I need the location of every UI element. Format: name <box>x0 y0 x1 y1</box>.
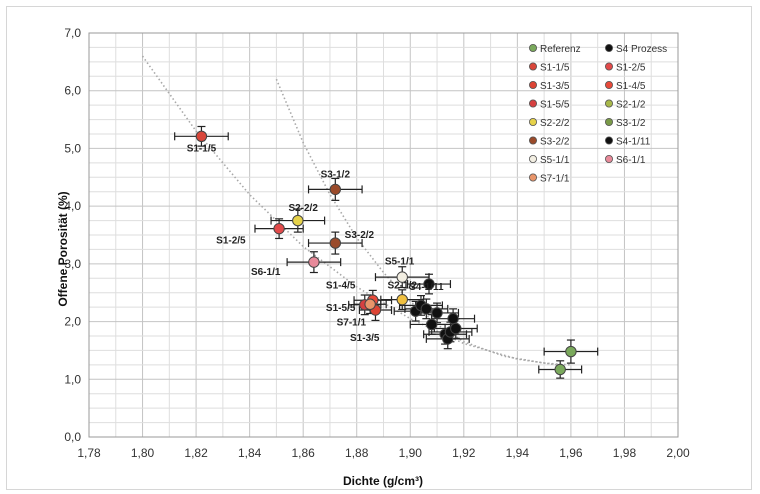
legend-marker <box>605 118 614 127</box>
point-label: S1-4/5 <box>326 281 356 292</box>
point-label: S3-1/2 <box>321 169 351 180</box>
legend-entry: S5-1/1 <box>540 155 570 166</box>
plot-border <box>88 32 679 438</box>
point-label: S4-1/11 <box>409 282 444 293</box>
legend-entry: S2-2/2 <box>540 118 570 129</box>
data-point-s1-2-5 <box>273 222 285 235</box>
data-point-s4-1-11 <box>447 312 459 325</box>
y-tick-label: 2,0 <box>64 315 81 329</box>
data-point-s7-1-1 <box>364 298 376 310</box>
axes: 1,78 1,80 1,82 1,84 1,86 1,88 1,90 1,92 1,94 1,96… <box>64 26 690 460</box>
y-tick-label: 1,0 <box>64 372 81 386</box>
data-point-s4-1-11 <box>450 322 462 335</box>
legend-marker <box>529 99 538 108</box>
data-point-s4-1-11 <box>420 303 433 315</box>
trend-line <box>275 78 571 366</box>
figure-frame: S1-1/5 S1-2/5 S2-2/2 S3-1/2 S3-2/2 S6-1/1 S5-1… <box>6 6 752 490</box>
x-tick-label: 2,00 <box>666 446 690 460</box>
x-tick-label: 1,86 <box>292 446 316 460</box>
point-label: S2-2/2 <box>288 203 318 214</box>
legend: Referenz S4 Prozess S1-1/5 S1-2/5 S1-3/5 S1-4… <box>529 44 667 185</box>
legend-marker <box>605 136 614 145</box>
y-axis-title: Offene Porosität (%) <box>56 191 70 306</box>
data-point-referenz <box>554 363 566 376</box>
legend-entry: Referenz <box>540 44 581 55</box>
grid <box>88 32 679 438</box>
x-tick-label: 1,96 <box>559 446 583 460</box>
point-label: S2-1/2 <box>388 281 418 292</box>
point-label: S1-2/5 <box>216 236 246 247</box>
legend-entry: S6-1/1 <box>616 155 646 166</box>
data-point-referenz <box>565 345 577 358</box>
data-point-s5-1-1 <box>396 271 408 283</box>
legend-marker <box>605 99 614 108</box>
legend-marker <box>529 154 538 163</box>
x-tick-label: 1,98 <box>613 446 637 460</box>
data-point-s4-1-11 <box>423 278 435 290</box>
legend-marker <box>605 44 614 53</box>
data-points <box>195 130 577 376</box>
x-tick-label: 1,94 <box>506 446 530 460</box>
legend-entry: S1-2/5 <box>616 63 646 74</box>
point-label: S1-1/5 <box>187 143 217 154</box>
trend-line <box>141 55 558 366</box>
legend-marker <box>529 118 538 127</box>
y-tick-label: 5,0 <box>64 141 81 155</box>
point-label: S1-5/5 <box>326 303 356 314</box>
x-tick-label: 1,88 <box>345 446 369 460</box>
point-label: S6-1/1 <box>251 267 281 278</box>
x-tick-label: 1,80 <box>131 446 155 460</box>
legend-entry: S3-2/2 <box>540 137 570 148</box>
legend-marker <box>529 136 538 145</box>
data-point-s1-1-5 <box>195 130 208 143</box>
legend-entry: S1-1/5 <box>540 63 570 74</box>
legend-entry: S7-1/1 <box>540 174 570 185</box>
legend-marker <box>605 62 614 71</box>
data-point-s2-1-2 <box>396 293 408 306</box>
data-point-s3-2-2 <box>329 237 342 249</box>
x-tick-label: 1,84 <box>238 446 262 460</box>
data-point-s6-1-1 <box>308 256 320 268</box>
legend-entry: S3-1/2 <box>616 118 646 129</box>
y-tick-label: 6,0 <box>64 84 81 98</box>
legend-entry: S2-1/2 <box>616 100 646 111</box>
legend-marker <box>529 81 538 90</box>
x-tick-label: 1,90 <box>399 446 423 460</box>
data-point-s4-1-11 <box>431 307 443 319</box>
legend-entry: S4-1/11 <box>616 137 651 148</box>
point-label: S5-1/1 <box>385 256 415 267</box>
data-point-s2-2-2 <box>292 214 304 227</box>
point-label: S3-2/2 <box>345 230 375 241</box>
legend-marker <box>605 154 614 163</box>
y-tick-label: 4,0 <box>64 199 81 213</box>
y-tick-label: 0,0 <box>64 430 81 444</box>
data-point-s4-1-11 <box>425 318 438 331</box>
legend-marker <box>605 81 614 90</box>
trend-lines <box>141 55 571 366</box>
y-tick-label: 7,0 <box>64 26 81 40</box>
y-tick-label: 3,0 <box>64 257 81 271</box>
point-labels: S1-1/5 S1-2/5 S2-2/2 S3-1/2 S3-2/2 S6-1/1 S5-1… <box>187 143 444 344</box>
legend-marker <box>529 62 538 71</box>
point-label: S1-3/5 <box>350 333 380 344</box>
point-label: S7-1/1 <box>337 318 367 329</box>
scatter-chart: S1-1/5 S1-2/5 S2-2/2 S3-1/2 S3-2/2 S6-1/1 S5-1… <box>56 26 690 488</box>
legend-entry: S1-5/5 <box>540 100 570 111</box>
x-axis-title: Dichte (g/cm³) <box>343 474 423 488</box>
x-tick-label: 1,92 <box>452 446 476 460</box>
legend-entry: S1-4/5 <box>616 81 646 92</box>
x-tick-label: 1,78 <box>77 446 101 460</box>
x-tick-label: 1,82 <box>184 446 208 460</box>
legend-entry: S4 Prozess <box>616 44 667 55</box>
legend-entry: S1-3/5 <box>540 81 570 92</box>
legend-marker <box>529 44 538 53</box>
legend-marker <box>529 173 538 182</box>
data-point-s3-1-2 <box>329 183 342 196</box>
